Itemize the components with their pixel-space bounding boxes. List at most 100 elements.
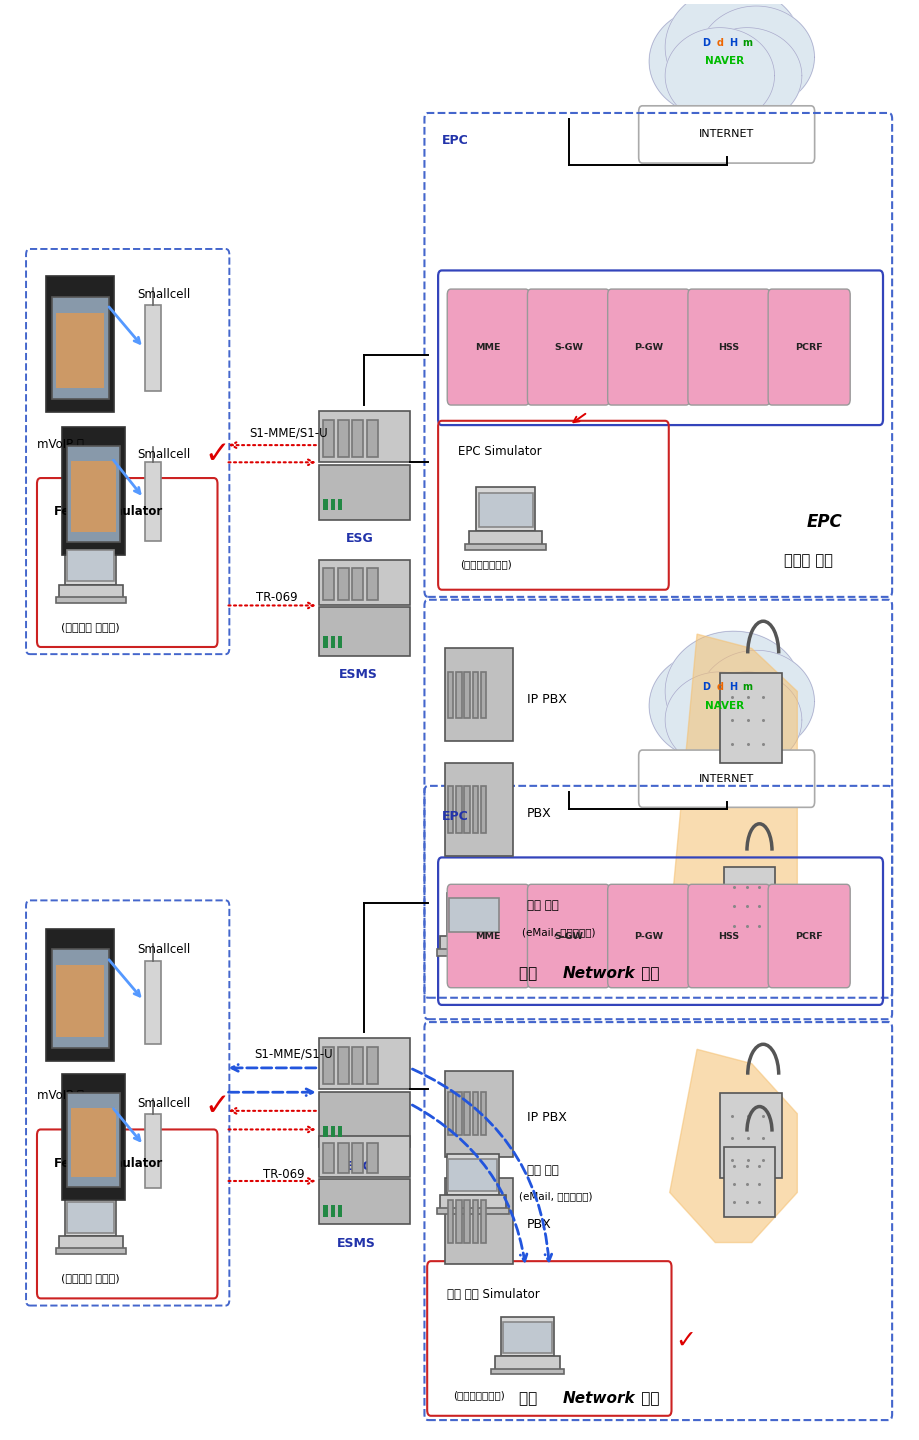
Text: ESMS: ESMS xyxy=(338,668,377,681)
Bar xyxy=(352,1047,363,1084)
FancyBboxPatch shape xyxy=(767,289,849,405)
FancyBboxPatch shape xyxy=(447,289,528,405)
Text: 구성: 구성 xyxy=(635,966,659,981)
Bar xyxy=(323,1205,327,1217)
Text: TR-069: TR-069 xyxy=(263,1168,304,1181)
Bar xyxy=(62,1074,125,1200)
Bar xyxy=(330,498,335,510)
Text: (최대용량 시험용): (최대용량 시험용) xyxy=(61,622,119,632)
Bar xyxy=(51,297,108,399)
FancyBboxPatch shape xyxy=(767,884,849,988)
Bar xyxy=(318,608,409,655)
Bar xyxy=(439,936,508,952)
Text: S1-MME/S1-U: S1-MME/S1-U xyxy=(254,1048,333,1061)
Bar xyxy=(448,1159,496,1191)
Polygon shape xyxy=(669,634,797,978)
Bar xyxy=(464,1200,470,1243)
Bar xyxy=(323,569,334,600)
FancyBboxPatch shape xyxy=(607,884,689,988)
Bar xyxy=(67,446,120,543)
FancyBboxPatch shape xyxy=(607,289,689,405)
Bar xyxy=(719,672,781,763)
Bar xyxy=(62,426,125,556)
Polygon shape xyxy=(664,27,774,124)
Bar xyxy=(352,569,363,600)
Bar xyxy=(330,1205,335,1217)
Polygon shape xyxy=(692,672,801,768)
Text: S1-MME/S1-U: S1-MME/S1-U xyxy=(249,426,328,439)
Text: (최대성능시험용): (최대성능시험용) xyxy=(453,1391,505,1401)
Bar xyxy=(472,1092,478,1135)
Bar xyxy=(723,867,774,942)
Bar xyxy=(444,1178,512,1264)
Bar xyxy=(318,1092,409,1146)
Bar xyxy=(456,1092,461,1135)
Text: m: m xyxy=(742,683,752,693)
Text: HSS: HSS xyxy=(718,343,739,351)
Text: 기업: 기업 xyxy=(518,1391,542,1405)
Text: 기업: 기업 xyxy=(518,966,542,981)
Text: EPC: EPC xyxy=(441,134,468,147)
Text: 법인 서버 Simulator: 법인 서버 Simulator xyxy=(447,1289,539,1302)
Text: Femto simulator: Femto simulator xyxy=(54,505,163,518)
Bar xyxy=(144,462,161,541)
Bar xyxy=(464,671,470,719)
Bar xyxy=(337,569,348,600)
Polygon shape xyxy=(698,651,813,753)
Polygon shape xyxy=(669,1050,797,1243)
Bar xyxy=(472,786,478,832)
Text: d: d xyxy=(716,37,722,48)
Bar xyxy=(323,1143,334,1172)
Text: MME: MME xyxy=(475,932,501,940)
Text: H: H xyxy=(729,683,737,693)
Bar xyxy=(464,786,470,832)
Text: PCRF: PCRF xyxy=(794,932,823,940)
Bar xyxy=(448,671,453,719)
Bar xyxy=(71,1107,116,1176)
Bar xyxy=(337,1047,348,1084)
FancyBboxPatch shape xyxy=(527,289,609,405)
Bar xyxy=(330,636,335,648)
Bar xyxy=(446,1153,498,1195)
Text: D: D xyxy=(701,683,709,693)
Bar xyxy=(478,492,532,527)
Bar xyxy=(59,585,122,599)
Bar xyxy=(46,929,114,1061)
Text: 기업 서버: 기업 서버 xyxy=(526,899,558,912)
FancyBboxPatch shape xyxy=(687,289,769,405)
Bar xyxy=(323,1047,334,1084)
Polygon shape xyxy=(649,651,771,760)
Bar xyxy=(444,763,512,855)
Text: PBX: PBX xyxy=(526,808,550,821)
Text: 기업 서버: 기업 서버 xyxy=(526,1164,558,1176)
Bar xyxy=(144,1113,161,1188)
Text: Network: Network xyxy=(562,966,635,981)
Bar xyxy=(330,1126,335,1138)
Polygon shape xyxy=(664,0,801,107)
Text: H: H xyxy=(729,37,737,48)
Text: D: D xyxy=(701,37,709,48)
Bar xyxy=(491,1368,563,1374)
Bar xyxy=(456,786,461,832)
Text: IP PBX: IP PBX xyxy=(526,693,566,706)
FancyBboxPatch shape xyxy=(638,750,813,808)
FancyBboxPatch shape xyxy=(687,884,769,988)
Bar xyxy=(494,1356,560,1371)
Bar xyxy=(318,1179,409,1224)
Bar xyxy=(323,636,327,648)
Text: P-GW: P-GW xyxy=(633,932,663,940)
Text: Smallcell: Smallcell xyxy=(137,943,190,956)
Text: mVoIP 앱: mVoIP 앱 xyxy=(37,438,84,451)
Bar xyxy=(56,596,126,602)
Polygon shape xyxy=(692,27,801,124)
Bar xyxy=(323,420,334,456)
Bar xyxy=(456,671,461,719)
Bar xyxy=(448,1092,453,1135)
Polygon shape xyxy=(664,672,774,768)
Bar xyxy=(448,1200,453,1243)
Bar xyxy=(464,1092,470,1135)
Text: IP PBX: IP PBX xyxy=(526,1110,566,1123)
Text: ✓: ✓ xyxy=(205,441,230,469)
Bar xyxy=(439,1195,505,1210)
Bar xyxy=(501,1318,553,1356)
